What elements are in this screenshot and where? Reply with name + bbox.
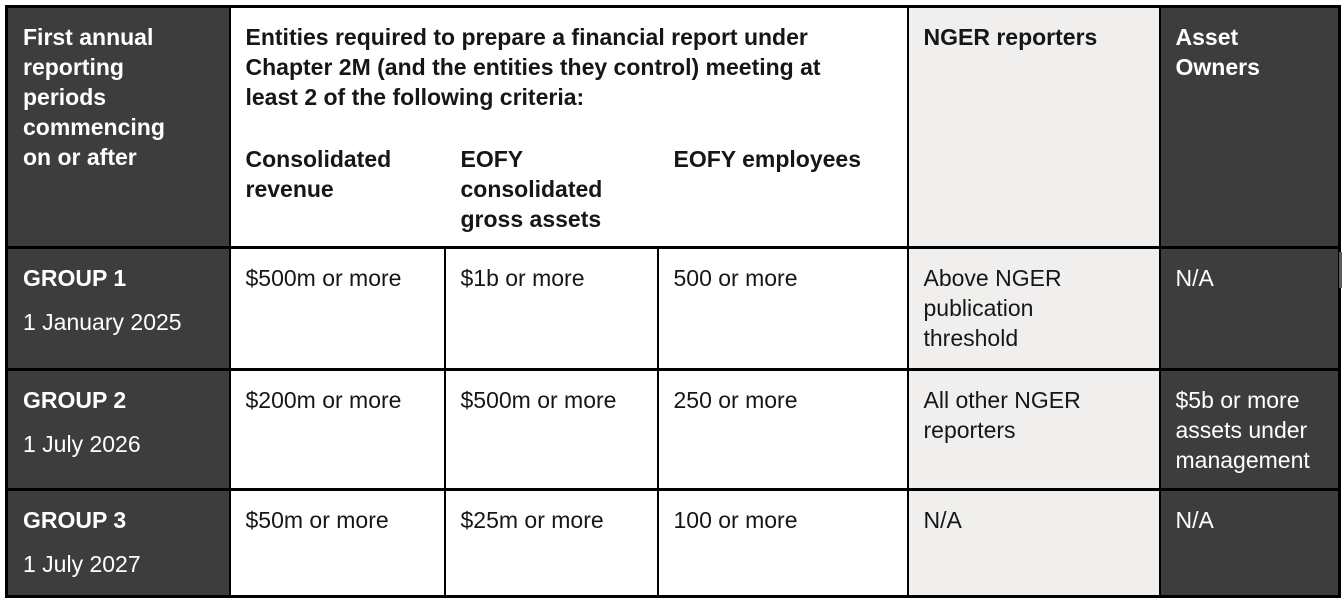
header-cell-reporting-period: First annual reporting periods commencin… xyxy=(5,5,231,249)
group3-consolidated-revenue-cell: $50m or more xyxy=(228,488,446,598)
group1-consolidated-revenue-value: $500m or more xyxy=(245,265,402,291)
header-label-nger-reporters: NGER reporters xyxy=(923,24,1098,50)
header-label-gross-assets: EOFY consolidated gross assets xyxy=(460,146,603,232)
header-row: First annual reporting periods commencin… xyxy=(5,5,1341,249)
group3-nger-cell: N/A xyxy=(906,488,1161,598)
table-row-group3: GROUP 3 1 July 2027 $50m or more $25m or… xyxy=(5,488,1341,598)
group2-consolidated-revenue-cell: $200m or more xyxy=(228,368,446,491)
group3-consolidated-revenue-value: $50m or more xyxy=(245,507,389,533)
header-cell-asset-owners: Asset Owners xyxy=(1158,5,1341,249)
header-subcol-employees: EOFY employees xyxy=(674,144,893,234)
group2-date: 1 July 2026 xyxy=(23,431,141,457)
group3-header-cell: GROUP 3 1 July 2027 xyxy=(5,488,231,598)
group3-nger-value: N/A xyxy=(923,507,962,533)
header-label-consolidated-revenue: Consolidated revenue xyxy=(245,146,392,202)
header-label-employees: EOFY employees xyxy=(673,146,862,172)
table-row-group2: GROUP 2 1 July 2026 $200m or more $500m … xyxy=(5,368,1341,491)
header-cell-nger-reporters: NGER reporters xyxy=(906,5,1161,249)
reporting-groups-table: First annual reporting periods commencin… xyxy=(5,5,1341,598)
group2-employees-cell: 250 or more xyxy=(656,368,909,491)
group2-nger-value: All other NGER reporters xyxy=(923,387,1081,443)
group1-nger-cell: Above NGER publication threshold xyxy=(906,246,1161,371)
group1-nger-value: Above NGER publication threshold xyxy=(923,265,1062,351)
group1-date: 1 January 2025 xyxy=(23,309,182,335)
header-cell-entities-criteria: Entities required to prepare a financial… xyxy=(228,5,909,249)
group1-consolidated-revenue-cell: $500m or more xyxy=(228,246,446,371)
reporting-groups-table-container: First annual reporting periods commencin… xyxy=(5,5,1341,598)
group2-name: GROUP 2 xyxy=(23,387,127,413)
group3-gross-assets-cell: $25m or more xyxy=(443,488,659,598)
group3-employees-cell: 100 or more xyxy=(656,488,909,598)
group1-name: GROUP 1 xyxy=(23,265,127,291)
header-label-entities-intro: Entities required to prepare a financial… xyxy=(245,24,821,110)
group3-gross-assets-value: $25m or more xyxy=(460,507,604,533)
group3-name: GROUP 3 xyxy=(23,507,127,533)
group1-gross-assets-cell: $1b or more xyxy=(443,246,659,371)
group1-gross-assets-value: $1b or more xyxy=(460,265,585,291)
group2-asset-owners-value: $5b or more assets under management xyxy=(1175,387,1310,473)
header-subcol-gross-assets: EOFY consolidated gross assets xyxy=(461,144,674,234)
scrollbar-thumb[interactable] xyxy=(1339,252,1342,288)
group2-asset-owners-cell: $5b or more assets under management xyxy=(1158,368,1341,491)
group3-asset-owners-value: N/A xyxy=(1175,507,1214,533)
group2-consolidated-revenue-value: $200m or more xyxy=(245,387,402,413)
group1-employees-cell: 500 or more xyxy=(656,246,909,371)
group3-asset-owners-cell: N/A xyxy=(1158,488,1341,598)
header-subcol-consolidated-revenue: Consolidated revenue xyxy=(246,144,461,234)
header-label-reporting-period: First annual reporting periods commencin… xyxy=(23,24,165,170)
group2-gross-assets-cell: $500m or more xyxy=(443,368,659,491)
group3-employees-value: 100 or more xyxy=(673,507,798,533)
header-subcolumns: Consolidated revenue EOFY consolidated g… xyxy=(246,144,893,234)
group2-header-cell: GROUP 2 1 July 2026 xyxy=(5,368,231,491)
group1-asset-owners-value: N/A xyxy=(1175,265,1214,291)
header-label-asset-owners: Asset Owners xyxy=(1175,24,1260,80)
group1-employees-value: 500 or more xyxy=(673,265,798,291)
group1-header-cell: GROUP 1 1 January 2025 xyxy=(5,246,231,371)
table-row-group1: GROUP 1 1 January 2025 $500m or more $1b… xyxy=(5,246,1341,371)
group3-date: 1 July 2027 xyxy=(23,551,141,577)
group2-gross-assets-value: $500m or more xyxy=(460,387,617,413)
group2-nger-cell: All other NGER reporters xyxy=(906,368,1161,491)
group1-asset-owners-cell: N/A xyxy=(1158,246,1341,371)
group2-employees-value: 250 or more xyxy=(673,387,798,413)
